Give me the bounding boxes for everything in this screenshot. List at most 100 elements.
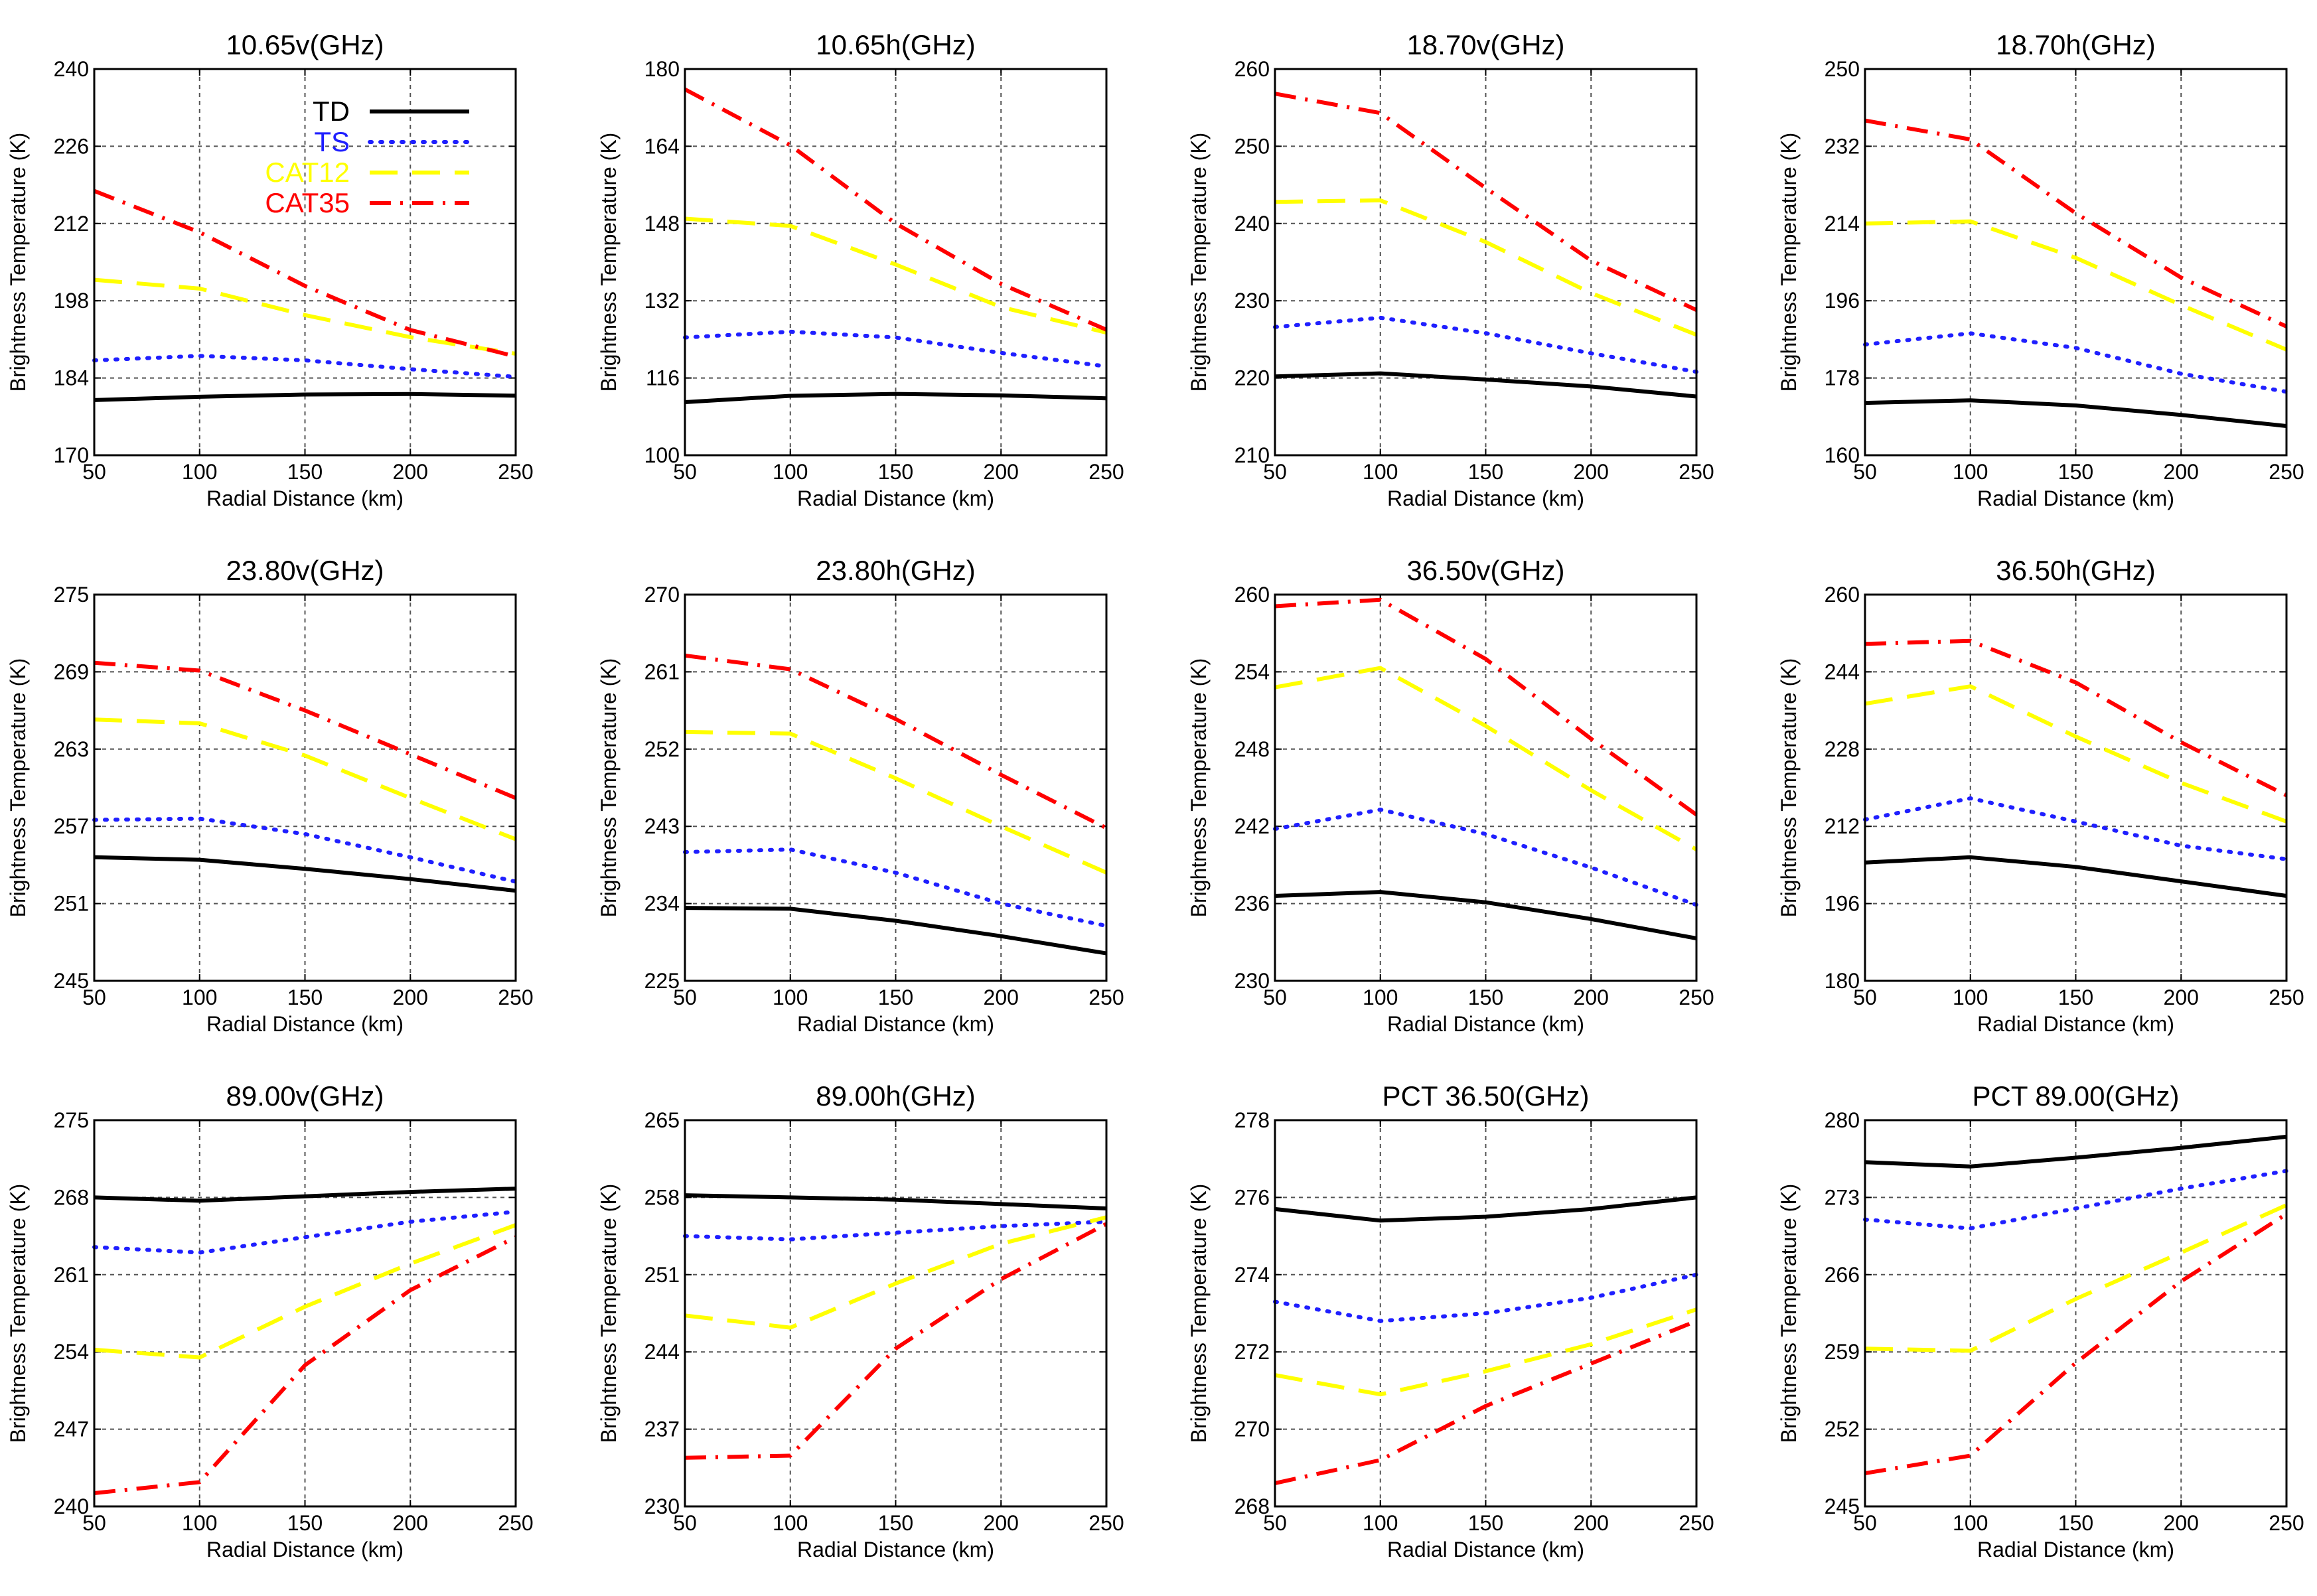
y-axis-label: Brightness Temperature (K) bbox=[1187, 658, 1211, 918]
series-line-ts bbox=[1273, 315, 1698, 374]
x-axis-label: Radial Distance (km) bbox=[1387, 1012, 1584, 1036]
y-axis-label: Brightness Temperature (K) bbox=[6, 658, 30, 918]
axes-frame bbox=[1864, 593, 2288, 982]
series-line-ts bbox=[1863, 796, 2288, 861]
y-tick-label: 259 bbox=[1825, 1340, 1860, 1364]
x-tick-label: 200 bbox=[984, 460, 1019, 484]
y-tick-label: 214 bbox=[1825, 212, 1860, 236]
axes-frame bbox=[1864, 1119, 2288, 1508]
x-tick-label: 150 bbox=[1468, 460, 1503, 484]
y-tick-label: 220 bbox=[1234, 366, 1270, 390]
x-tick-label: 150 bbox=[287, 1511, 323, 1535]
axes-frame bbox=[1274, 68, 1698, 457]
y-tick-label: 240 bbox=[1234, 212, 1270, 236]
series-line-cat12 bbox=[1274, 1307, 1697, 1397]
series-line-cat35 bbox=[94, 660, 517, 800]
y-axis-label: Brightness Temperature (K) bbox=[1187, 1184, 1211, 1443]
series-line-ts bbox=[1863, 331, 2288, 394]
series-line-ts bbox=[92, 354, 518, 379]
y-tick-label: 273 bbox=[1825, 1185, 1860, 1209]
chart-title: 89.00v(GHz) bbox=[226, 1080, 384, 1112]
x-tick-label: 200 bbox=[2164, 985, 2199, 1009]
y-tick-label: 258 bbox=[644, 1185, 680, 1209]
x-tick-label: 100 bbox=[182, 460, 217, 484]
y-tick-label: 230 bbox=[1234, 969, 1270, 993]
y-axis-label: Brightness Temperature (K) bbox=[6, 133, 30, 392]
x-tick-label: 200 bbox=[984, 985, 1019, 1009]
x-tick-label: 250 bbox=[2269, 985, 2304, 1009]
chart-panel: 50 100 150 200 250 230 236 242 248 254 260 36.50v(G… bbox=[1187, 555, 1714, 1036]
y-tick-label: 100 bbox=[644, 443, 680, 467]
x-tick-label: 100 bbox=[773, 460, 808, 484]
y-tick-label: 148 bbox=[644, 212, 680, 236]
x-tick-label: 50 bbox=[1263, 985, 1287, 1009]
x-tick-label: 250 bbox=[1679, 460, 1714, 484]
axes-frame bbox=[93, 1119, 517, 1508]
chart-title: 10.65v(GHz) bbox=[226, 29, 384, 60]
y-tick-label: 270 bbox=[1234, 1417, 1270, 1441]
x-tick-label: 200 bbox=[2164, 460, 2199, 484]
x-tick-label: 200 bbox=[2164, 1511, 2199, 1535]
chart-title: 18.70h(GHz) bbox=[1996, 29, 2155, 60]
y-tick-label: 230 bbox=[644, 1494, 680, 1518]
y-tick-label: 250 bbox=[1234, 134, 1270, 158]
chart-panel: 50 100 150 200 250 240 247 254 261 268 275 89.00v(G… bbox=[6, 1080, 534, 1561]
legend-label-ts: TS bbox=[314, 126, 350, 157]
y-tick-label: 245 bbox=[1825, 1494, 1860, 1518]
x-tick-label: 50 bbox=[82, 985, 106, 1009]
y-tick-label: 275 bbox=[54, 583, 89, 607]
y-tick-label: 270 bbox=[644, 583, 680, 607]
y-tick-label: 230 bbox=[1234, 289, 1270, 313]
series-line-cat35 bbox=[93, 188, 516, 359]
y-tick-label: 265 bbox=[644, 1108, 680, 1132]
y-tick-label: 226 bbox=[54, 134, 89, 158]
legend-label-cat35: CAT35 bbox=[265, 187, 350, 218]
y-tick-label: 240 bbox=[54, 1494, 89, 1518]
x-tick-label: 50 bbox=[673, 1511, 697, 1535]
x-tick-label: 150 bbox=[2058, 460, 2093, 484]
series-line-cat12 bbox=[684, 729, 1108, 875]
y-axis-label: Brightness Temperature (K) bbox=[597, 658, 621, 918]
series-line-cat35 bbox=[94, 1235, 517, 1495]
series-line-cat12 bbox=[1864, 219, 2288, 352]
series-line-cat12 bbox=[684, 216, 1107, 335]
series-line-cat35 bbox=[684, 653, 1108, 830]
x-tick-label: 50 bbox=[1263, 1511, 1287, 1535]
x-tick-label: 100 bbox=[773, 1511, 808, 1535]
series-line-cat35 bbox=[684, 1222, 1108, 1460]
series-line-td bbox=[94, 392, 516, 402]
chart-panel: 50 100 150 200 250 245 252 259 266 273 280 PCT 89.0… bbox=[1777, 1080, 2304, 1561]
y-tick-label: 268 bbox=[1234, 1494, 1270, 1518]
x-tick-label: 100 bbox=[1953, 460, 1988, 484]
x-tick-label: 250 bbox=[1088, 460, 1124, 484]
x-tick-label: 50 bbox=[1263, 460, 1287, 484]
series-line-ts bbox=[1863, 1169, 2288, 1230]
x-tick-label: 250 bbox=[1679, 985, 1714, 1009]
y-axis-label: Brightness Temperature (K) bbox=[1777, 658, 1801, 918]
series-line-td bbox=[94, 855, 516, 893]
x-tick-label: 150 bbox=[287, 985, 323, 1009]
x-tick-label: 150 bbox=[2058, 985, 2093, 1009]
axes-frame bbox=[93, 593, 517, 982]
y-tick-label: 178 bbox=[1825, 366, 1860, 390]
y-tick-label: 180 bbox=[1825, 969, 1860, 993]
series-line-cat35 bbox=[1274, 597, 1698, 817]
y-axis-label: Brightness Temperature (K) bbox=[597, 133, 621, 392]
y-tick-label: 275 bbox=[54, 1108, 89, 1132]
y-tick-label: 245 bbox=[54, 969, 89, 993]
x-tick-label: 150 bbox=[878, 460, 913, 484]
y-tick-label: 244 bbox=[1825, 660, 1860, 684]
axes-frame bbox=[684, 68, 1108, 457]
x-tick-label: 50 bbox=[673, 985, 697, 1009]
y-tick-label: 244 bbox=[644, 1340, 680, 1364]
chart-title: 36.50v(GHz) bbox=[1406, 555, 1564, 586]
x-tick-label: 50 bbox=[1853, 460, 1877, 484]
y-tick-label: 276 bbox=[1234, 1185, 1270, 1209]
y-tick-label: 170 bbox=[54, 443, 89, 467]
x-tick-label: 50 bbox=[673, 460, 697, 484]
chart-panel: 50 100 150 200 250 160 178 196 214 232 250 18.70h(G… bbox=[1777, 29, 2304, 510]
series-line-cat12 bbox=[94, 717, 517, 841]
x-axis-label: Radial Distance (km) bbox=[1977, 1012, 2174, 1036]
series-line-ts bbox=[683, 847, 1108, 928]
